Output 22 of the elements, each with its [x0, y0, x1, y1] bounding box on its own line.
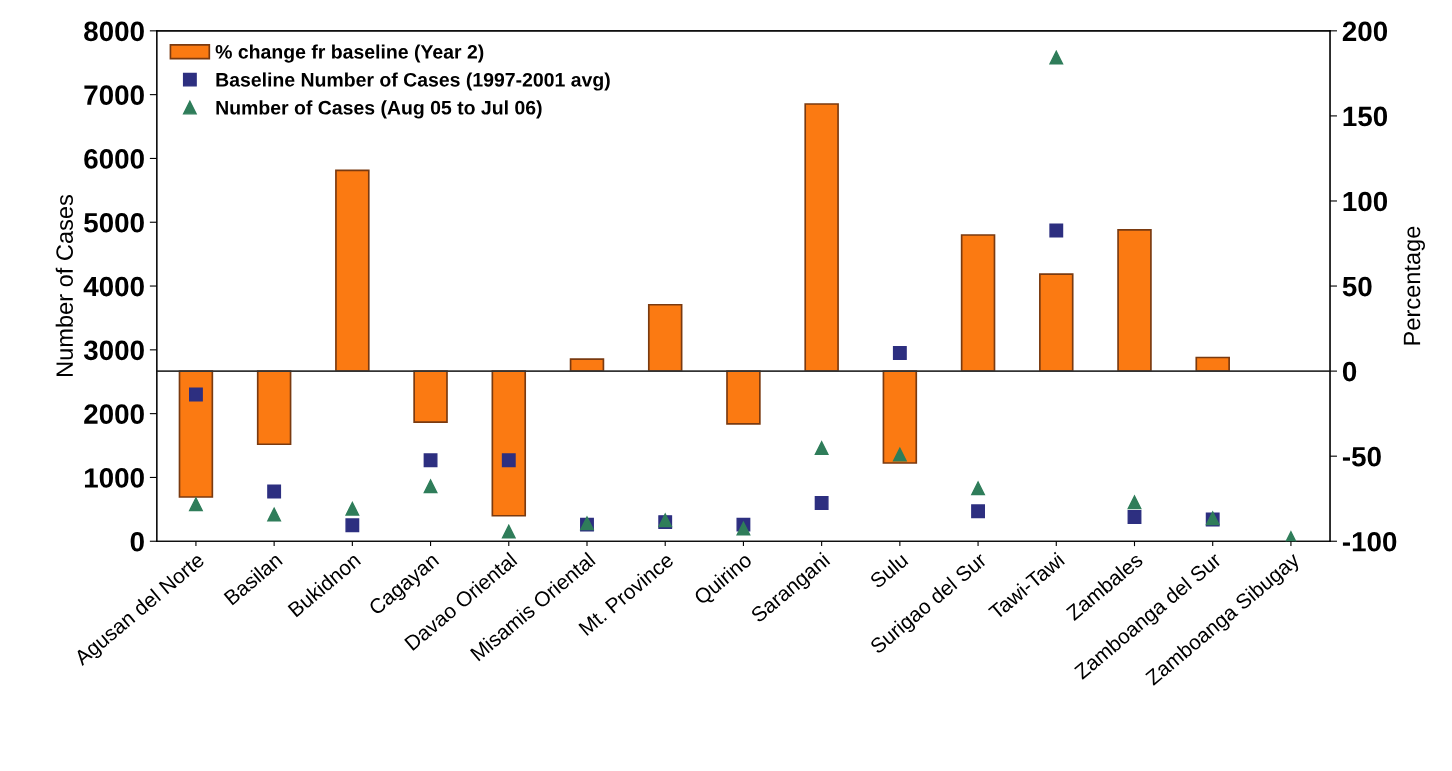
y2-axis-title: Percentage — [1403, 226, 1425, 345]
y2-tick-label: 50 — [1342, 276, 1372, 297]
y-axis-title: Number of Cases — [55, 195, 73, 376]
y2-tick-label: -100 — [1342, 531, 1397, 552]
y-tick-label: 0 — [130, 531, 144, 552]
legend-label: Baseline Number of Cases (1997-2001 avg) — [216, 72, 610, 91]
y-tick-label: 4000 — [83, 276, 144, 297]
y-tick-label: 7000 — [84, 85, 144, 105]
y-tick-label: 3000 — [83, 340, 144, 361]
y-tick-label: 8000 — [84, 21, 144, 42]
legend-label: % change fr baseline (Year 2) — [215, 44, 484, 63]
legend-label: Number of Cases (Aug 05 to Jul 06) — [216, 100, 542, 119]
x-tick-label: Sulu — [868, 551, 909, 589]
y-tick-label: 5000 — [84, 212, 144, 233]
y2-tick-label: 150 — [1343, 106, 1388, 127]
y2-tick-label: 200 — [1342, 21, 1388, 42]
y2-tick-label: 100 — [1343, 191, 1388, 212]
y-tick-label: 2000 — [84, 404, 144, 424]
y-tick-label: 6000 — [84, 149, 144, 169]
y2-tick-label: -50 — [1342, 446, 1381, 467]
y2-tick-label: 0 — [1342, 361, 1357, 382]
y-tick-label: 1000 — [84, 468, 144, 488]
